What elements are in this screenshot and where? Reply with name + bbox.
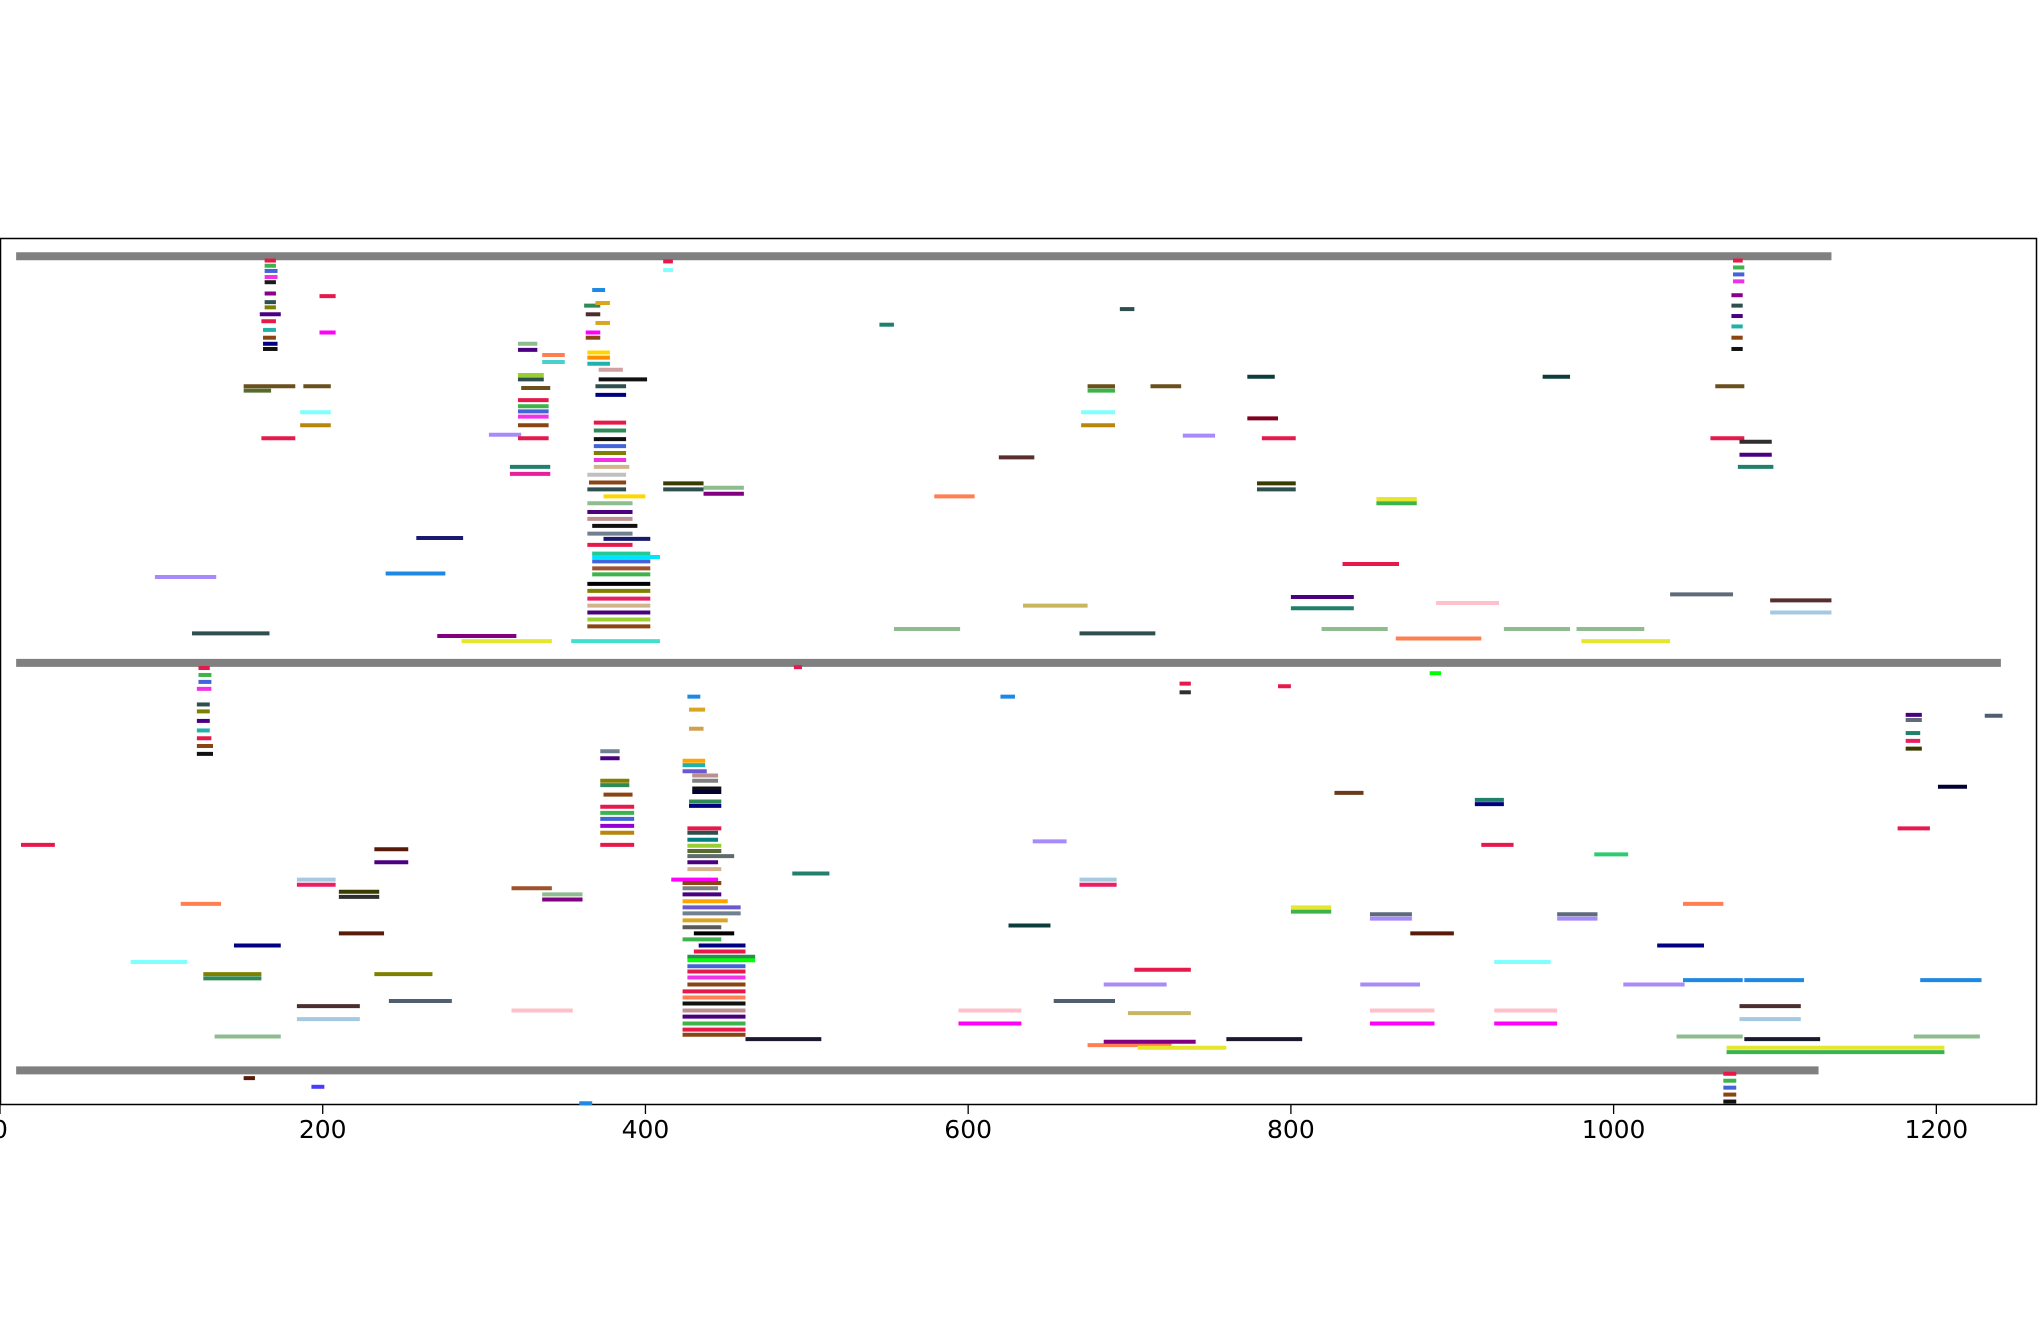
x-tick-label: 600: [944, 1115, 992, 1144]
x-tick-label: 200: [299, 1115, 347, 1144]
x-tick-label: 1000: [1582, 1115, 1646, 1144]
x-tick-label: 400: [622, 1115, 670, 1144]
x-tick-label: 800: [1267, 1115, 1315, 1144]
x-tick-label: 1200: [1905, 1115, 1969, 1144]
x-tick-label: 0: [0, 1115, 8, 1144]
plot-frame: [0, 237, 2038, 1106]
